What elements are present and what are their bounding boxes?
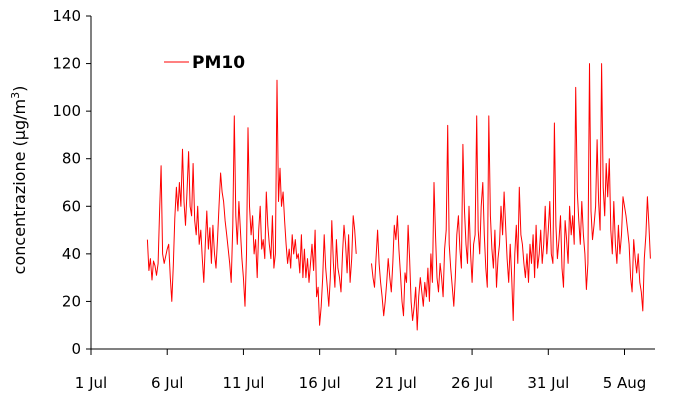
y-axis-title-superscript: 3 (9, 92, 22, 99)
y-tick-label-60: 60 (62, 197, 81, 215)
y-tick-label-140: 140 (52, 7, 81, 25)
y-axis-title-close: ) (10, 86, 29, 92)
y-tick-label-120: 120 (52, 55, 81, 73)
x-tick-label-5: 26 Jul (451, 374, 493, 392)
x-tick-label-3: 16 Jul (299, 374, 341, 392)
y-tick-label-80: 80 (62, 150, 81, 168)
x-tick-label-0: 1 Jul (75, 374, 107, 392)
x-axis-ticks: 1 Jul 6 Jul 11 Jul 16 Jul 21 Jul 26 Jul 31 Jul… (75, 349, 647, 392)
x-tick-label-6: 31 Jul (527, 374, 569, 392)
y-tick-label-100: 100 (52, 102, 81, 120)
y-tick-label-40: 40 (62, 245, 81, 263)
x-tick-label-1: 6 Jul (151, 374, 183, 392)
x-tick-label-7: 5 Aug (603, 374, 647, 392)
y-axis-ticks: 0 20 40 60 80 100 120 140 (52, 7, 91, 358)
y-axis-title-main: concentrazione (μg/m (10, 99, 29, 274)
series-line-0 (146, 79, 357, 326)
series-lines (146, 63, 651, 331)
y-tick-label-0: 0 (71, 340, 81, 358)
y-axis-title: concentrazione (μg/m3) (9, 86, 29, 275)
x-tick-label-4: 21 Jul (375, 374, 417, 392)
legend: PM10 (164, 53, 245, 73)
y-tick-label-20: 20 (62, 292, 81, 310)
series-line-1 (371, 63, 651, 331)
legend-label-pm10: PM10 (192, 53, 245, 73)
x-tick-label-2: 11 Jul (222, 374, 264, 392)
